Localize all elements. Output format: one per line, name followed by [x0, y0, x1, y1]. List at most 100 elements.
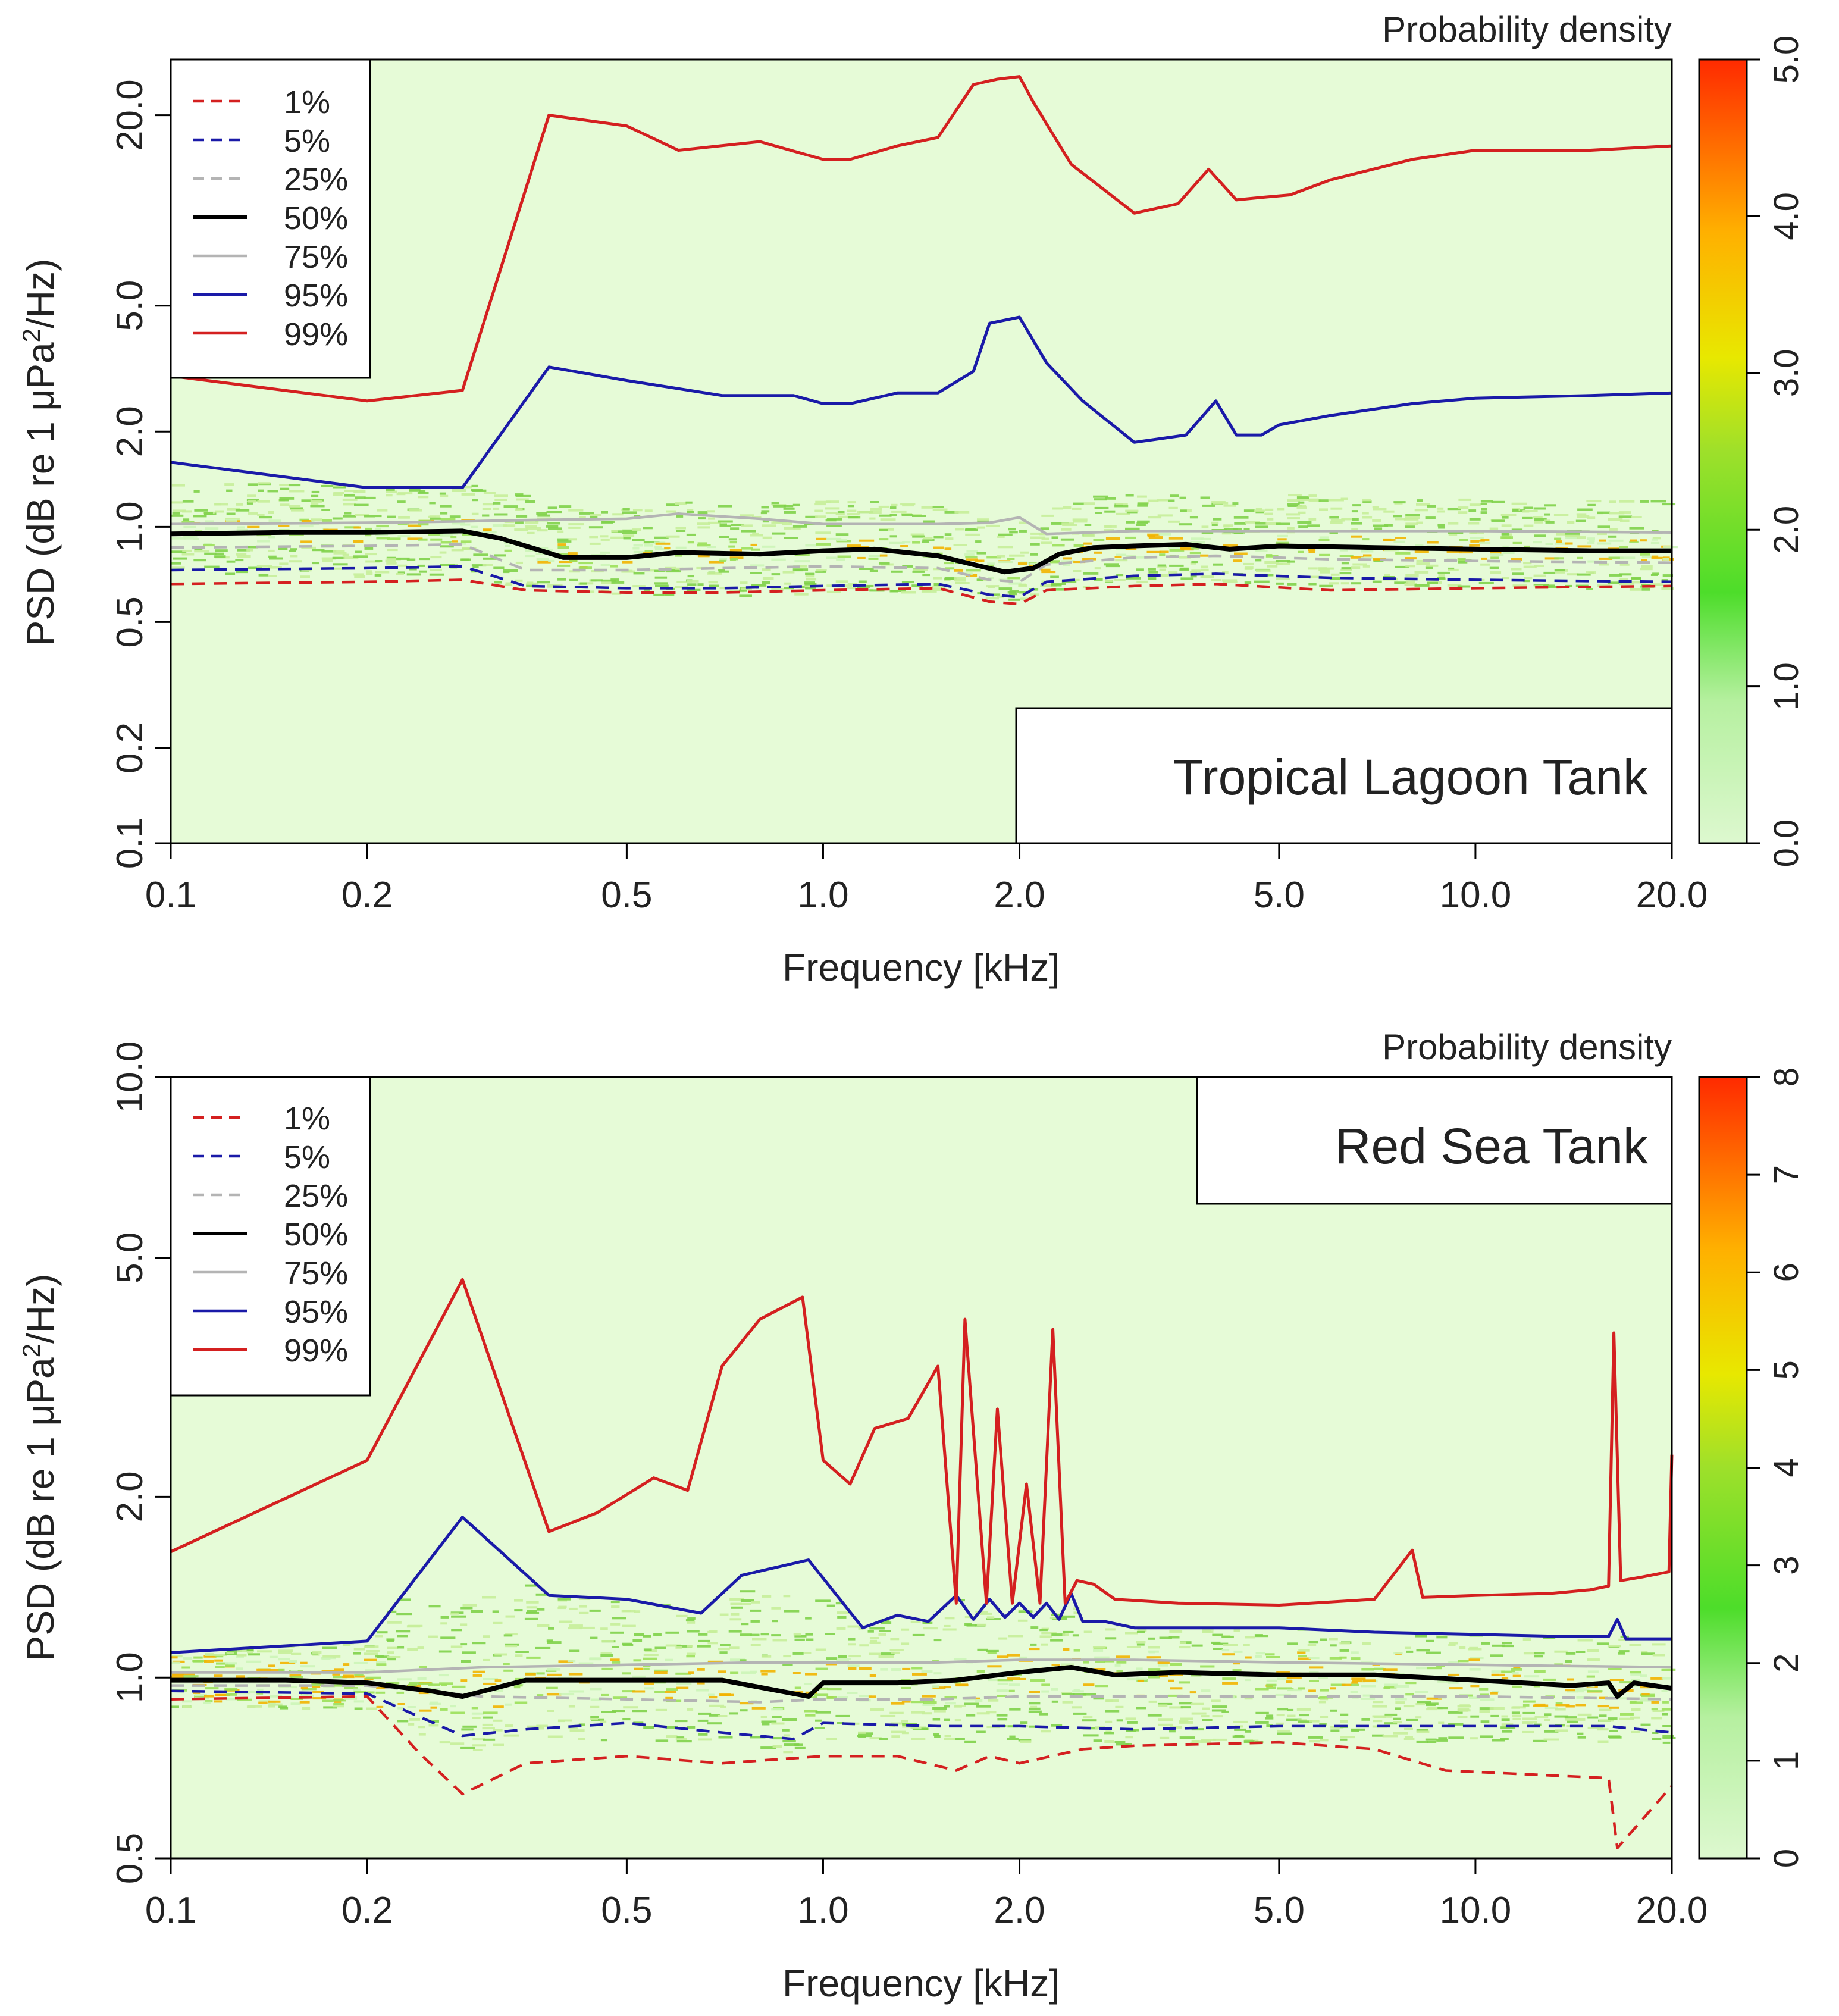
density-cell — [687, 583, 697, 586]
density-cell — [942, 1628, 957, 1631]
density-cell — [1587, 1649, 1599, 1652]
density-cell — [1094, 551, 1102, 554]
density-cell — [1211, 524, 1218, 526]
density-cell — [986, 1616, 995, 1619]
density-cell — [1522, 1717, 1537, 1720]
density-cell — [214, 555, 226, 558]
density-cell — [1384, 1686, 1397, 1689]
density-cell — [1318, 1676, 1328, 1679]
density-cell — [1050, 1639, 1063, 1642]
density-cell — [1352, 1680, 1365, 1683]
density-cell — [246, 1691, 261, 1693]
density-cell — [1608, 518, 1623, 521]
density-cell — [1030, 593, 1039, 596]
density-cell — [1393, 1717, 1402, 1720]
density-cell — [792, 1652, 804, 1655]
density-cell — [279, 499, 289, 502]
density-cell — [1009, 554, 1025, 557]
colorbar-tick-label: 2.0 — [1767, 506, 1806, 554]
density-cell — [762, 1595, 772, 1598]
density-cell — [1619, 1681, 1634, 1684]
density-cell — [536, 1724, 548, 1727]
density-cell — [1009, 1735, 1016, 1738]
density-cell — [171, 514, 184, 517]
density-cell — [1662, 558, 1669, 561]
density-cell — [988, 1699, 999, 1702]
density-cell — [1661, 1677, 1672, 1680]
density-cell — [1382, 1735, 1398, 1738]
density-cell — [1652, 537, 1661, 540]
density-cell — [707, 546, 716, 549]
density-cell — [675, 1646, 682, 1649]
density-cell — [709, 1714, 720, 1717]
density-cell — [1362, 1694, 1373, 1697]
density-cell — [676, 1645, 693, 1648]
density-cell — [719, 536, 729, 538]
density-cell — [1061, 1615, 1076, 1618]
density-cell — [440, 1622, 447, 1625]
density-cell — [977, 518, 989, 521]
density-cell — [1308, 518, 1317, 521]
density-cell — [644, 1682, 654, 1685]
density-cell — [524, 1617, 538, 1620]
density-cell — [932, 1718, 941, 1721]
density-cell — [1020, 1721, 1028, 1724]
density-cell — [1599, 1719, 1614, 1722]
density-cell — [1041, 1730, 1051, 1733]
density-cell — [1211, 521, 1219, 524]
density-cell — [537, 581, 550, 584]
density-cell — [762, 577, 774, 580]
density-cell — [1457, 558, 1466, 561]
density-cell — [578, 566, 592, 569]
density-cell — [430, 1701, 438, 1704]
density-cell — [1116, 553, 1127, 556]
colorbar-tick-label: 0.0 — [1767, 819, 1806, 868]
density-cell — [526, 1611, 540, 1614]
density-cell — [417, 564, 425, 567]
density-cell — [987, 1651, 997, 1654]
density-cell — [1599, 563, 1609, 566]
density-cell — [1116, 1743, 1129, 1746]
colorbar-tick-label: 6 — [1767, 1263, 1806, 1282]
density-cell — [1223, 1644, 1238, 1646]
density-cell — [1341, 562, 1349, 565]
density-cell — [374, 527, 381, 530]
y-tick-label: 2.0 — [109, 406, 151, 457]
density-cell — [698, 1733, 708, 1736]
density-cell — [1481, 1642, 1490, 1645]
density-cell — [181, 553, 195, 556]
density-cell — [1426, 1639, 1434, 1642]
density-cell — [945, 1702, 956, 1705]
density-cell — [1073, 570, 1082, 572]
density-cell — [546, 525, 559, 528]
density-cell — [1384, 1683, 1398, 1686]
density-cell — [698, 1738, 712, 1741]
density-cell — [1168, 1679, 1174, 1682]
density-cell — [889, 535, 897, 538]
density-cell — [847, 583, 857, 586]
density-cell — [333, 1684, 345, 1687]
density-cell — [1148, 536, 1163, 539]
density-cell — [654, 569, 666, 572]
density-cell — [439, 1682, 453, 1685]
density-cell — [439, 492, 446, 495]
density-cell — [1543, 1738, 1559, 1741]
density-cell — [439, 551, 447, 554]
density-cell — [268, 1703, 283, 1706]
density-cell — [451, 1615, 466, 1618]
density-cell — [1245, 521, 1260, 524]
density-cell — [955, 528, 964, 531]
density-cell — [472, 1642, 486, 1645]
density-cell — [194, 1695, 204, 1698]
density-cell — [1404, 583, 1417, 586]
density-cell — [826, 1604, 835, 1607]
density-cell — [1393, 1732, 1408, 1735]
density-cell — [343, 515, 356, 518]
density-cell — [1275, 1693, 1291, 1696]
density-cell — [1008, 582, 1022, 585]
density-cell — [1522, 516, 1533, 519]
density-cell — [1587, 503, 1596, 506]
density-cell — [301, 520, 312, 522]
density-cell — [878, 1633, 886, 1636]
legend: 1%5%25%50%75%95%99% — [170, 1076, 371, 1397]
